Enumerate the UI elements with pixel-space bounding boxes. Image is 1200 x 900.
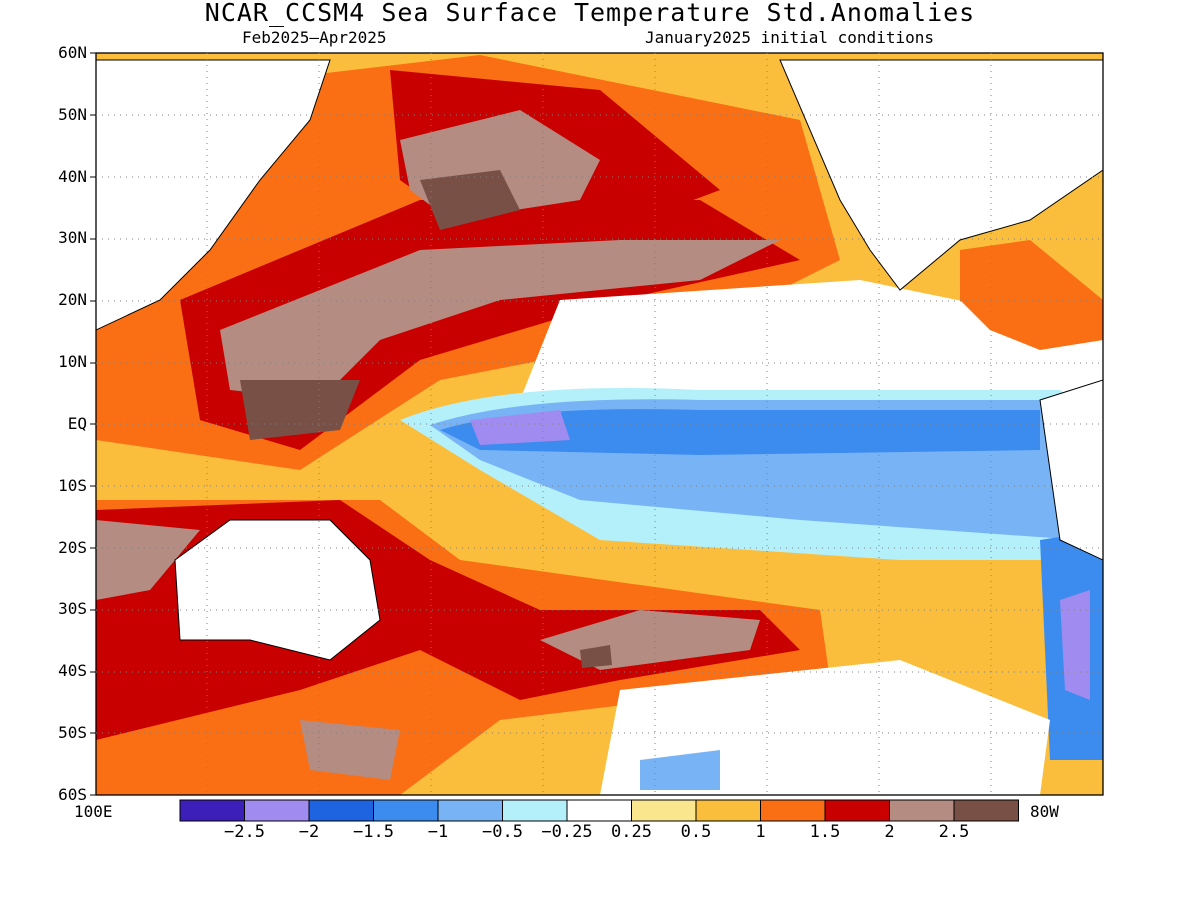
anomaly-field	[96, 53, 1103, 795]
lon-label-east: 80W	[1030, 802, 1059, 821]
lat-label: 20N	[58, 290, 87, 310]
colorbar-swatch	[695, 799, 761, 822]
colorbar-swatch	[373, 799, 439, 822]
lat-label: 40S	[58, 661, 87, 681]
colorbar-swatch	[244, 799, 310, 822]
colorbar-tick-label: −1.5	[353, 822, 394, 842]
colorbar-tick-label: −1	[427, 822, 449, 842]
colorbar-tick-label: 1.5	[809, 822, 841, 842]
colorbar-swatch	[308, 799, 374, 822]
colorbar-tick-label: −2	[298, 822, 320, 842]
initial-conditions: January2025 initial conditions	[645, 28, 934, 47]
colorbar-tick-label: 2.5	[938, 822, 970, 842]
lat-label: 40N	[58, 166, 87, 186]
colorbar-swatch	[566, 799, 632, 822]
colorbar-tick-label: −0.5	[482, 822, 523, 842]
lon-label-west: 100E	[74, 802, 113, 821]
colorbar-tick-label: 0.5	[680, 822, 712, 842]
lat-label: 60N	[58, 43, 87, 62]
colorbar-swatch	[889, 799, 955, 822]
lat-label: 10S	[58, 475, 87, 495]
colorbar	[179, 799, 1019, 822]
forecast-period: Feb2025–Apr2025	[242, 28, 387, 47]
colorbar-tick-label: −2.5	[224, 822, 265, 842]
chart-title: NCAR_CCSM4 Sea Surface Temperature Std.A…	[204, 0, 976, 27]
colorbar-tick-label: 1	[755, 822, 766, 842]
colorbar-swatch	[179, 799, 245, 822]
lat-label: 60S	[58, 784, 87, 804]
colorbar-swatch	[437, 799, 503, 822]
colorbar-swatch	[631, 799, 697, 822]
lat-label: 50S	[58, 723, 87, 743]
lat-label: 30N	[58, 228, 87, 248]
lat-label: 50N	[58, 104, 87, 124]
lat-label: 30S	[58, 599, 87, 619]
lat-label: 20S	[58, 537, 87, 557]
gridlines	[96, 53, 1103, 795]
colorbar-swatch	[953, 799, 1019, 822]
colorbar-tick-label: 2	[884, 822, 895, 842]
lat-ticks	[90, 52, 96, 796]
colorbar-swatch	[502, 799, 568, 822]
colorbar-swatch	[824, 799, 890, 822]
lat-label: 10N	[58, 352, 87, 372]
colorbar-tick-label: −0.25	[541, 822, 593, 842]
lat-label: EQ	[67, 413, 87, 433]
colorbar-swatch	[760, 799, 826, 822]
colorbar-tick-label: 0.25	[611, 822, 652, 842]
